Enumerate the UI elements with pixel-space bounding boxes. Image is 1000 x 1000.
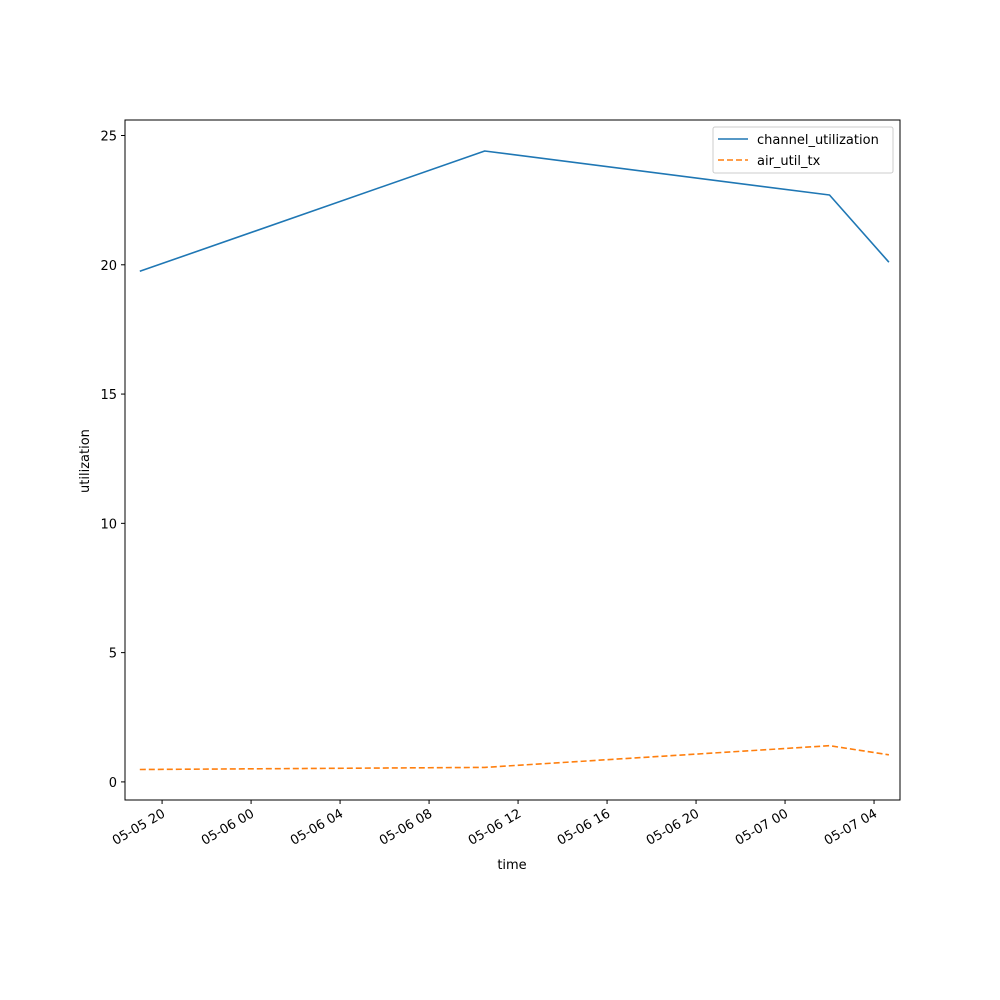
y-tick-label: 10 xyxy=(100,517,117,532)
legend-frame xyxy=(712,126,894,174)
plot-marks xyxy=(139,150,890,771)
legend-label: channel_utilization xyxy=(757,133,879,148)
legend: channel_utilization air_util_tx xyxy=(712,126,894,174)
axes: 0 5 10 15 20 25 05-05 20 05-06 00 05-06 04 05-06 … xyxy=(100,130,880,849)
x-tick-label: 05-07 00 xyxy=(733,806,791,848)
plot-frame xyxy=(124,119,901,801)
x-axis-label: time xyxy=(497,858,526,873)
x-tick-label: 05-06 04 xyxy=(288,806,346,848)
y-tick-label: 0 xyxy=(109,776,117,791)
x-tick-label: 05-07 04 xyxy=(822,806,880,848)
x-tick-label: 05-06 08 xyxy=(377,806,435,848)
x-tick-label: 05-05 20 xyxy=(110,806,168,848)
x-tick-label: 05-06 16 xyxy=(555,806,613,848)
y-tick-label: 20 xyxy=(100,259,117,274)
x-tick-label: 05-06 12 xyxy=(466,806,524,848)
x-tick-label: 05-06 20 xyxy=(644,806,702,848)
x-tick-label: 05-06 00 xyxy=(199,806,257,848)
y-axis-label: utilization xyxy=(78,429,93,493)
y-tick-label: 15 xyxy=(100,388,117,403)
legend-label: air_util_tx xyxy=(757,154,821,169)
series-line-channel-utilization xyxy=(139,150,890,273)
y-tick-label: 25 xyxy=(100,130,117,145)
y-tick-label: 5 xyxy=(109,647,117,662)
series-line-air-util-tx xyxy=(139,744,890,771)
